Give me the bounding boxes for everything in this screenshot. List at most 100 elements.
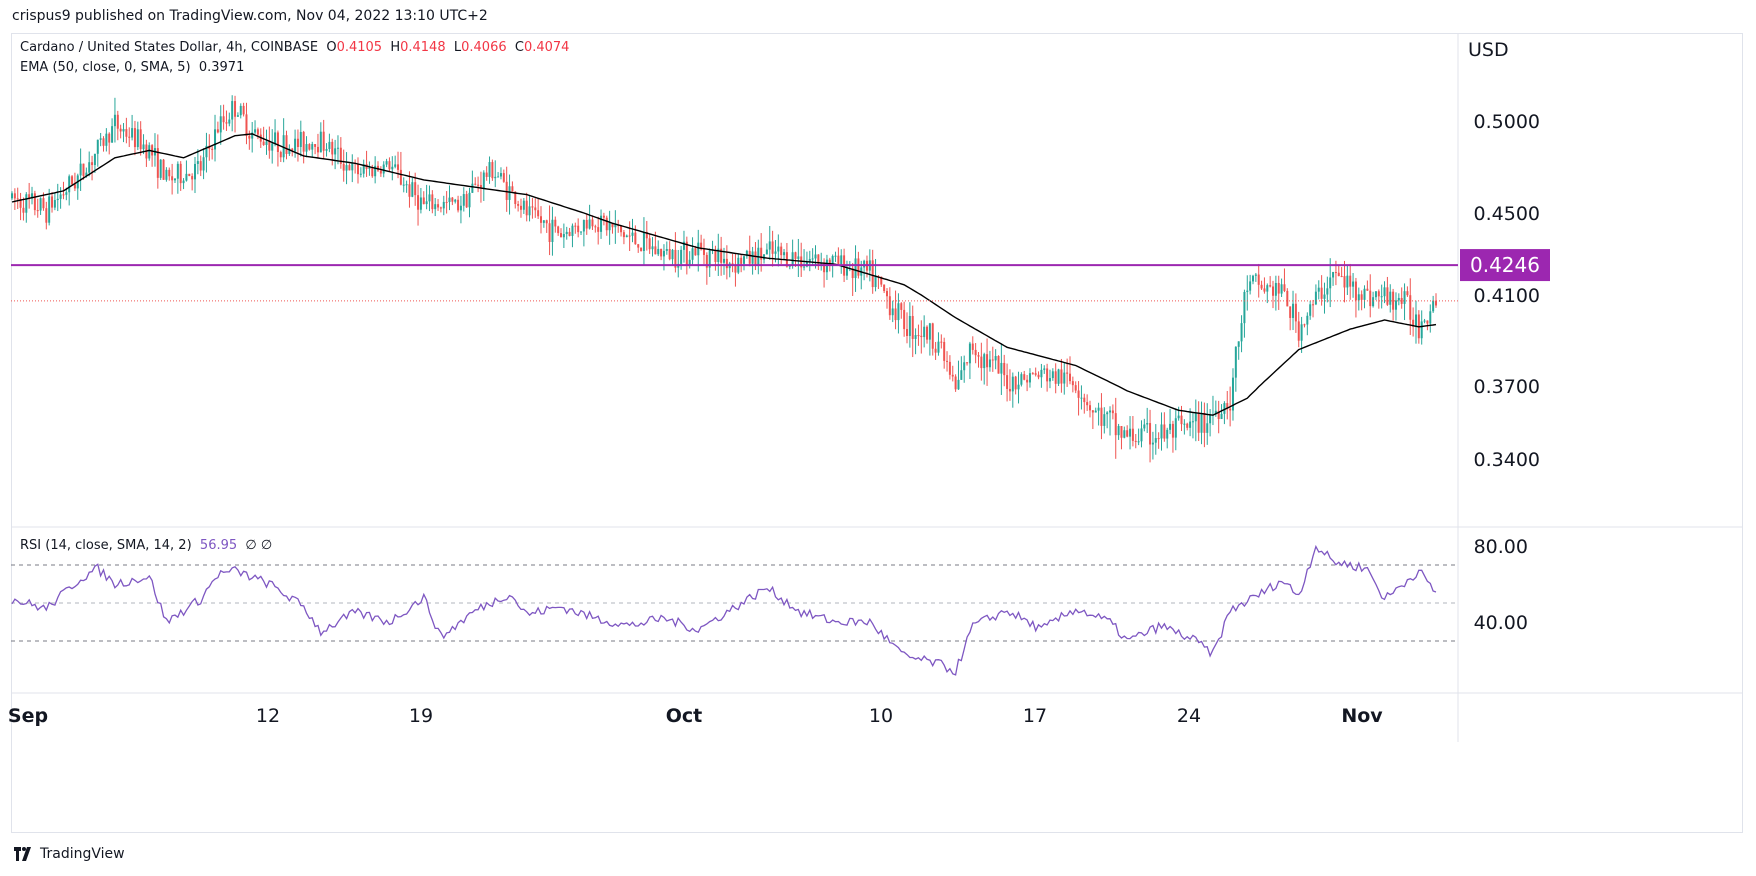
candle xyxy=(657,248,660,255)
low-label: L xyxy=(453,40,462,55)
rsi-extra: ∅ ∅ xyxy=(245,538,273,553)
candle xyxy=(1383,287,1386,297)
candle xyxy=(31,193,34,199)
candle xyxy=(228,119,231,124)
time-tick: Nov xyxy=(1341,705,1383,727)
candle xyxy=(1380,296,1383,298)
candle xyxy=(1323,294,1326,299)
candle xyxy=(1346,275,1349,288)
candle xyxy=(577,225,580,233)
candle xyxy=(1366,288,1369,291)
candle xyxy=(1008,388,1011,392)
candle xyxy=(328,141,331,149)
candle xyxy=(894,308,897,321)
candle xyxy=(1420,321,1423,339)
candle xyxy=(491,162,494,179)
candle xyxy=(1048,378,1051,382)
close-label: C xyxy=(514,40,524,55)
candle xyxy=(897,303,900,321)
candle xyxy=(368,167,371,169)
candle xyxy=(948,361,951,375)
candle xyxy=(1260,284,1263,289)
candle xyxy=(202,157,205,171)
candle xyxy=(731,263,734,265)
candle xyxy=(459,205,462,211)
candle xyxy=(1277,282,1280,294)
candle xyxy=(222,116,225,123)
open-label: O xyxy=(326,40,337,55)
candle xyxy=(1429,311,1432,324)
candle xyxy=(219,116,222,133)
candle xyxy=(1023,374,1026,380)
candle xyxy=(640,247,643,251)
candle xyxy=(911,316,914,339)
candle xyxy=(580,231,583,233)
candle xyxy=(1306,315,1309,325)
candle xyxy=(631,232,634,236)
candle xyxy=(748,250,751,264)
candle xyxy=(1083,397,1086,403)
rsi-value: 56.95 xyxy=(199,538,238,553)
ema-label: EMA (50, close, 0, SMA, 5) xyxy=(20,60,191,75)
candle xyxy=(1332,272,1335,278)
candle xyxy=(294,138,297,152)
candle xyxy=(1077,390,1080,398)
candle xyxy=(296,138,299,148)
candle xyxy=(402,184,405,186)
candle xyxy=(926,326,929,340)
candle xyxy=(622,232,625,238)
price-tick: 0.3400 xyxy=(1474,449,1540,471)
candle xyxy=(1154,438,1157,443)
candle xyxy=(548,223,551,242)
candle xyxy=(1186,423,1189,428)
candle xyxy=(1068,373,1071,382)
candle xyxy=(205,145,208,158)
candle xyxy=(68,176,71,193)
ema-value: 0.3971 xyxy=(198,60,245,75)
candle xyxy=(662,250,665,257)
chart-frame xyxy=(11,33,1743,833)
candle xyxy=(514,191,517,205)
candle xyxy=(780,246,783,256)
high-label: H xyxy=(390,40,401,55)
candle xyxy=(1223,403,1226,414)
candle xyxy=(565,231,568,235)
candle xyxy=(560,233,563,238)
candle xyxy=(574,225,577,227)
candle xyxy=(96,139,99,154)
candle xyxy=(665,249,668,251)
candle xyxy=(505,181,508,200)
candle xyxy=(25,194,28,213)
time-tick: 10 xyxy=(869,705,893,727)
candle xyxy=(1432,300,1435,312)
candle xyxy=(1214,410,1217,415)
candle xyxy=(931,323,934,349)
candle xyxy=(62,194,65,196)
candle xyxy=(391,166,394,170)
candle xyxy=(1043,368,1046,370)
candle xyxy=(419,197,422,210)
candle xyxy=(1177,415,1180,419)
candle xyxy=(1129,428,1132,437)
candle xyxy=(777,246,780,252)
candle xyxy=(797,256,800,259)
candle xyxy=(1051,371,1054,379)
candle xyxy=(113,114,116,127)
candle xyxy=(408,184,411,197)
candle xyxy=(1151,442,1154,445)
rsi-label: RSI (14, close, SMA, 14, 2) xyxy=(20,538,192,553)
candle xyxy=(239,105,242,116)
candle xyxy=(1126,430,1129,437)
candle xyxy=(234,101,237,117)
candle xyxy=(1243,291,1246,324)
candle xyxy=(517,204,520,206)
candle xyxy=(139,129,142,150)
candle xyxy=(1074,385,1077,391)
candle xyxy=(608,222,611,231)
candle xyxy=(1163,424,1166,439)
candle xyxy=(1354,281,1357,301)
candle xyxy=(803,266,806,268)
candle xyxy=(1028,373,1031,383)
currency-label: USD xyxy=(1468,39,1509,61)
